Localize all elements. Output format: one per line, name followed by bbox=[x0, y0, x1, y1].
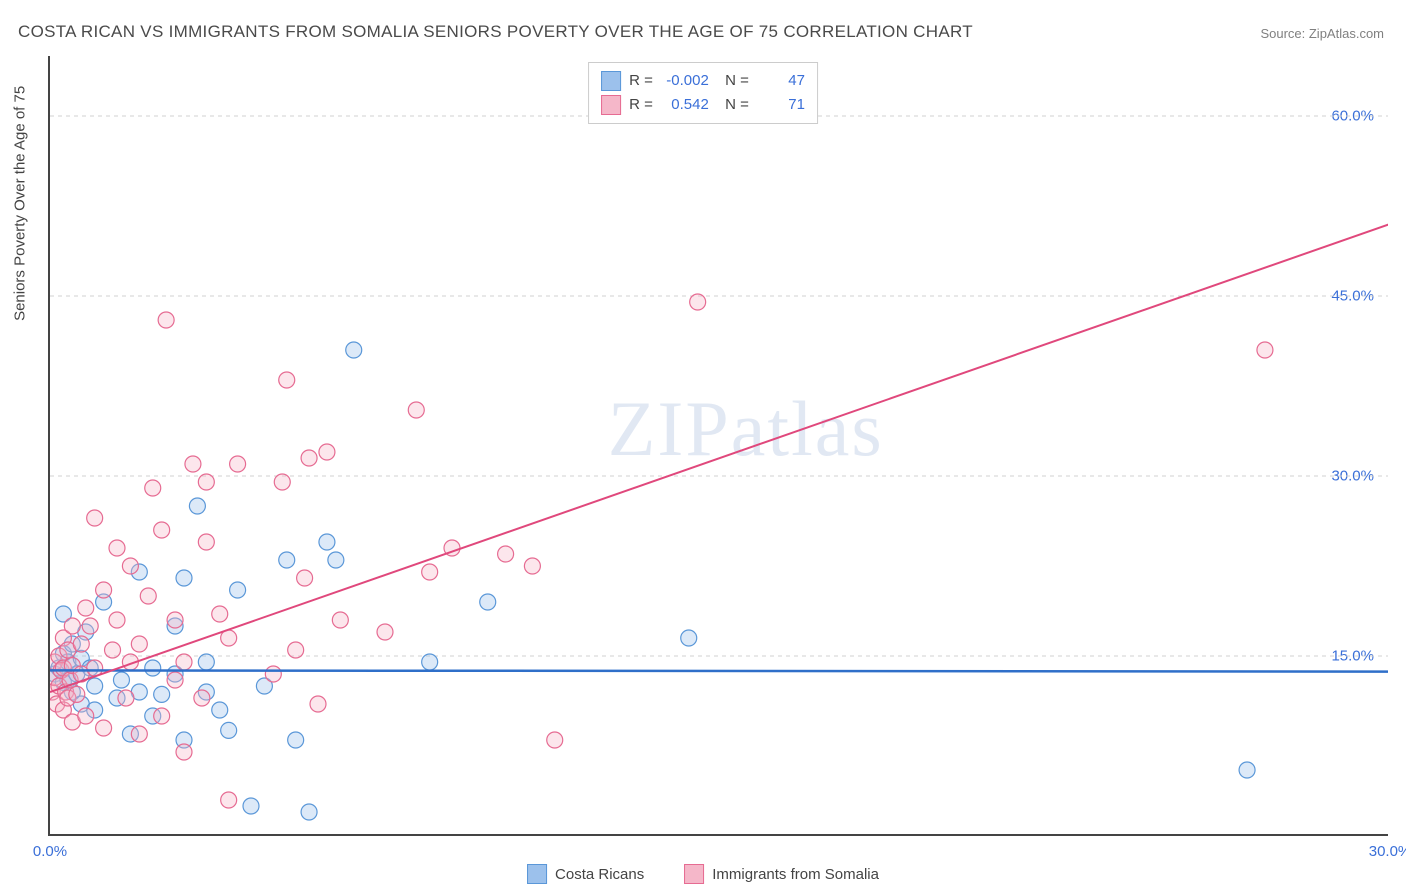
data-point-costa_ricans bbox=[319, 534, 335, 550]
swatch-somalia bbox=[684, 864, 704, 884]
n-value-costa-ricans: 47 bbox=[757, 69, 805, 93]
data-point-somalia bbox=[131, 636, 147, 652]
r-label: R = bbox=[629, 93, 653, 117]
data-point-costa_ricans bbox=[189, 498, 205, 514]
data-point-somalia bbox=[212, 606, 228, 622]
data-point-costa_ricans bbox=[681, 630, 697, 646]
data-point-costa_ricans bbox=[145, 660, 161, 676]
data-point-somalia bbox=[319, 444, 335, 460]
r-value-somalia: 0.542 bbox=[661, 93, 709, 117]
data-point-somalia bbox=[122, 558, 138, 574]
legend-item-costa-ricans: Costa Ricans bbox=[527, 864, 644, 884]
swatch-somalia bbox=[601, 95, 621, 115]
data-point-costa_ricans bbox=[480, 594, 496, 610]
legend-label-somalia: Immigrants from Somalia bbox=[712, 866, 879, 883]
data-point-somalia bbox=[274, 474, 290, 490]
data-point-somalia bbox=[377, 624, 393, 640]
scatter-plot-svg bbox=[50, 56, 1388, 834]
data-point-somalia bbox=[154, 708, 170, 724]
x-tick-label: 0.0% bbox=[33, 843, 67, 860]
data-point-somalia bbox=[176, 654, 192, 670]
data-point-somalia bbox=[279, 372, 295, 388]
data-point-somalia bbox=[73, 636, 89, 652]
regression-line-somalia bbox=[50, 224, 1388, 692]
data-point-somalia bbox=[87, 510, 103, 526]
data-point-somalia bbox=[78, 708, 94, 724]
data-point-costa_ricans bbox=[328, 552, 344, 568]
data-point-somalia bbox=[1257, 342, 1273, 358]
data-point-costa_ricans bbox=[113, 672, 129, 688]
data-point-costa_ricans bbox=[346, 342, 362, 358]
data-point-costa_ricans bbox=[301, 804, 317, 820]
data-point-somalia bbox=[198, 474, 214, 490]
data-point-somalia bbox=[288, 642, 304, 658]
correlation-legend-row-1: R = -0.002 N = 47 bbox=[601, 69, 805, 93]
data-point-somalia bbox=[408, 402, 424, 418]
regression-line-costa_ricans bbox=[50, 670, 1388, 671]
legend-label-costa-ricans: Costa Ricans bbox=[555, 866, 644, 883]
data-point-costa_ricans bbox=[198, 654, 214, 670]
data-point-somalia bbox=[96, 720, 112, 736]
data-point-somalia bbox=[265, 666, 281, 682]
data-point-costa_ricans bbox=[230, 582, 246, 598]
legend-item-somalia: Immigrants from Somalia bbox=[684, 864, 879, 884]
data-point-costa_ricans bbox=[288, 732, 304, 748]
x-tick-label: 30.0% bbox=[1369, 843, 1406, 860]
data-point-somalia bbox=[422, 564, 438, 580]
data-point-somalia bbox=[167, 612, 183, 628]
y-axis-label: Seniors Poverty Over the Age of 75 bbox=[12, 86, 29, 321]
data-point-somalia bbox=[96, 582, 112, 598]
data-point-somalia bbox=[547, 732, 563, 748]
data-point-costa_ricans bbox=[1239, 762, 1255, 778]
data-point-somalia bbox=[69, 686, 85, 702]
data-point-somalia bbox=[310, 696, 326, 712]
swatch-costa-ricans bbox=[527, 864, 547, 884]
n-value-somalia: 71 bbox=[757, 93, 805, 117]
data-point-somalia bbox=[154, 522, 170, 538]
n-label: N = bbox=[717, 69, 749, 93]
data-point-costa_ricans bbox=[176, 570, 192, 586]
data-point-somalia bbox=[105, 642, 121, 658]
data-point-somalia bbox=[301, 450, 317, 466]
data-point-somalia bbox=[221, 792, 237, 808]
data-point-somalia bbox=[118, 690, 134, 706]
data-point-costa_ricans bbox=[154, 686, 170, 702]
data-point-somalia bbox=[176, 744, 192, 760]
data-point-costa_ricans bbox=[221, 722, 237, 738]
plot-area: ZIPatlas 15.0%30.0%45.0%60.0% 0.0%30.0% bbox=[48, 56, 1388, 836]
data-point-somalia bbox=[82, 618, 98, 634]
chart-title: COSTA RICAN VS IMMIGRANTS FROM SOMALIA S… bbox=[18, 22, 973, 42]
data-point-somalia bbox=[140, 588, 156, 604]
data-point-somalia bbox=[109, 612, 125, 628]
source-attribution: Source: ZipAtlas.com bbox=[1260, 26, 1384, 41]
data-point-somalia bbox=[145, 480, 161, 496]
data-point-somalia bbox=[498, 546, 514, 562]
r-value-costa-ricans: -0.002 bbox=[661, 69, 709, 93]
swatch-costa-ricans bbox=[601, 71, 621, 91]
data-point-somalia bbox=[158, 312, 174, 328]
data-point-somalia bbox=[332, 612, 348, 628]
r-label: R = bbox=[629, 69, 653, 93]
correlation-legend: R = -0.002 N = 47 R = 0.542 N = 71 bbox=[588, 62, 818, 124]
correlation-legend-row-2: R = 0.542 N = 71 bbox=[601, 93, 805, 117]
data-point-somalia bbox=[131, 726, 147, 742]
data-point-somalia bbox=[109, 540, 125, 556]
data-point-somalia bbox=[78, 600, 94, 616]
data-point-somalia bbox=[524, 558, 540, 574]
data-point-costa_ricans bbox=[279, 552, 295, 568]
data-point-somalia bbox=[297, 570, 313, 586]
data-point-somalia bbox=[167, 672, 183, 688]
data-point-costa_ricans bbox=[212, 702, 228, 718]
data-point-somalia bbox=[185, 456, 201, 472]
n-label: N = bbox=[717, 93, 749, 117]
data-point-somalia bbox=[194, 690, 210, 706]
data-point-somalia bbox=[64, 618, 80, 634]
data-point-costa_ricans bbox=[243, 798, 259, 814]
data-point-somalia bbox=[198, 534, 214, 550]
data-point-costa_ricans bbox=[422, 654, 438, 670]
data-point-costa_ricans bbox=[87, 678, 103, 694]
data-point-somalia bbox=[690, 294, 706, 310]
series-legend: Costa Ricans Immigrants from Somalia bbox=[527, 864, 879, 884]
data-point-somalia bbox=[230, 456, 246, 472]
